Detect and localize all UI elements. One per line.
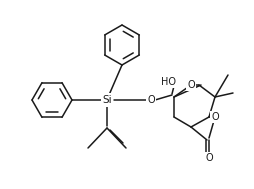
Text: O: O	[147, 95, 154, 105]
Text: HO: HO	[160, 77, 175, 87]
Text: O: O	[204, 153, 212, 163]
Text: O: O	[186, 80, 194, 90]
Text: Si: Si	[102, 95, 111, 105]
Text: O: O	[210, 112, 218, 122]
